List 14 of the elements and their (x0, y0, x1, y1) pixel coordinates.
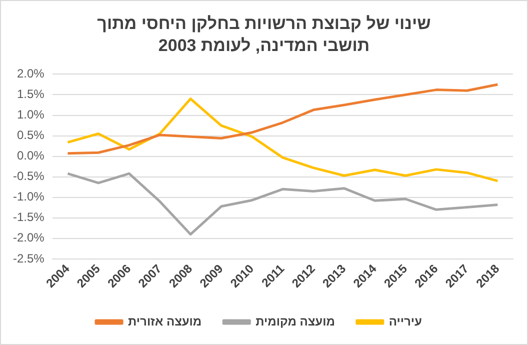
legend-label: עירייה (388, 314, 422, 328)
legend-label: מועצה מקומית (256, 314, 335, 328)
y-tick-label: 0.5% (16, 128, 45, 142)
y-tick-label: -1.5% (12, 210, 45, 224)
y-tick-label: 1.0% (16, 108, 45, 122)
y-tick-label: 0.0% (16, 148, 45, 163)
y-tick-label: -1.0% (12, 190, 45, 204)
y-tick-label: 2.0% (16, 66, 45, 81)
y-tick-label: -2.5% (12, 251, 45, 266)
y-tick-label: 1.5% (16, 87, 45, 102)
y-tick-label: -2.0% (12, 230, 45, 245)
chart-title: שינוי של קבוצת הרשויות בחלקן היחסי מתוך תושבי המדינה, לעומת 2003 (96, 13, 432, 57)
legend-label: מועצה אזורית (128, 314, 202, 328)
y-tick-label: -0.5% (12, 169, 45, 184)
